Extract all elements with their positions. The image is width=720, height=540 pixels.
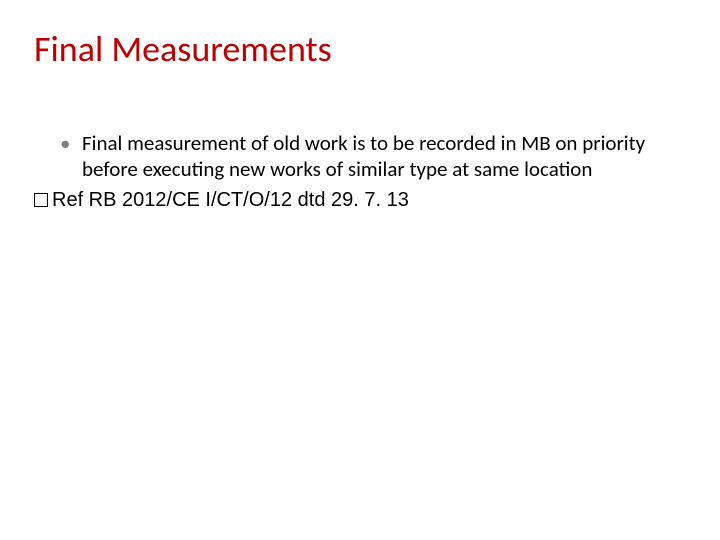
bullet-list: Final measurement of old work is to be r… (34, 130, 686, 183)
list-item: Final measurement of old work is to be r… (60, 130, 676, 183)
slide: Final Measurements Final measurement of … (0, 0, 720, 540)
square-icon (34, 193, 48, 207)
slide-title: Final Measurements (34, 30, 686, 70)
bullet-text: Final measurement of old work is to be r… (82, 130, 645, 182)
reference-line: Ref RB 2012/CE I/CT/O/12 dtd 29. 7. 13 (34, 188, 686, 213)
reference-text: Ref RB 2012/CE I/CT/O/12 dtd 29. 7. 13 (52, 189, 409, 211)
slide-body: Final measurement of old work is to be r… (34, 130, 686, 214)
